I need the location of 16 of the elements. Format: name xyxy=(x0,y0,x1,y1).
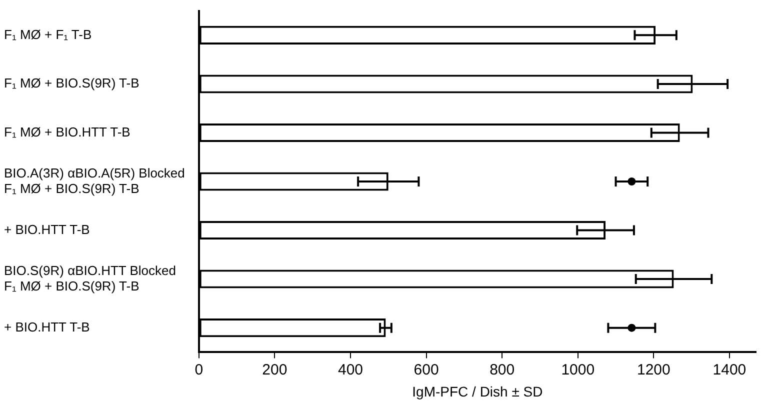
y-tick-label: + BIO.HTT T-B xyxy=(4,319,90,334)
y-tick-label: BIO.A(3R) αBIO.A(5R) Blocked F₁ MØ + BIO.S(9R) T-B xyxy=(4,165,185,196)
y-tick-label: F₁ MØ + F₁ T-B xyxy=(4,26,92,42)
x-tick-label: 400 xyxy=(338,361,364,378)
y-tick-label: + BIO.HTT T-B xyxy=(4,222,90,237)
x-tick-label: 600 xyxy=(414,361,439,378)
x-tick-label: 1200 xyxy=(636,361,670,378)
x-tick-label: 1000 xyxy=(561,361,595,378)
x-tick-label: 0 xyxy=(194,361,204,378)
x-tick-label: 1400 xyxy=(712,361,746,378)
x-tick-label: 200 xyxy=(262,361,288,378)
y-tick-label: BIO.S(9R) αBIO.HTT Blocked F₁ MØ + BIO.S(9R) T-B xyxy=(4,262,176,294)
x-tick-label: 800 xyxy=(490,361,515,378)
x-axis-title: IgM-PFC / Dish ± SD xyxy=(412,383,543,400)
y-tick-label: F₁ MØ + BIO.HTT T-B xyxy=(4,124,130,140)
y-tick-label: F₁ MØ + BIO.S(9R) T-B xyxy=(4,76,140,91)
